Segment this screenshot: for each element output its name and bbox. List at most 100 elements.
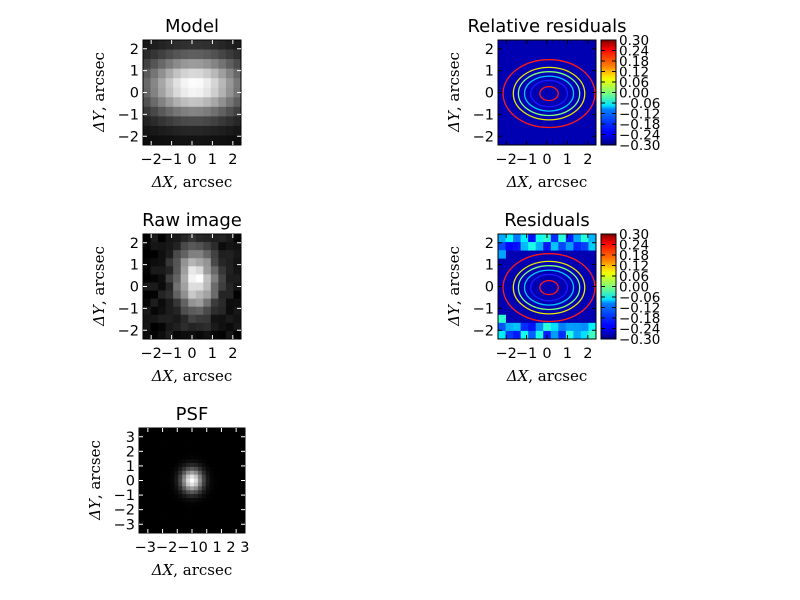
- pixel-cell: [170, 517, 175, 522]
- pixel-cell: [233, 428, 238, 433]
- raw-image: [143, 234, 242, 340]
- pixel-cell: [182, 482, 187, 487]
- pixel-cell: [173, 40, 182, 50]
- pixel-cell: [197, 431, 203, 437]
- pixel-cell: [241, 474, 246, 479]
- pixel-cell: [162, 529, 167, 534]
- residual-cell: [588, 330, 596, 339]
- pixel-cell: [178, 525, 183, 530]
- model-xlabel-symbol: ΔX: [151, 173, 175, 191]
- pixel-cell: [182, 517, 187, 522]
- pixel-cell: [229, 521, 234, 526]
- pixel-cell: [174, 470, 179, 476]
- pixel-cell: [201, 451, 207, 456]
- x-tick-label: −2: [140, 152, 161, 168]
- pixel-cell: [203, 314, 212, 324]
- pixel-cell: [186, 490, 191, 495]
- pixel-cell: [233, 330, 242, 340]
- pixel-cell: [217, 428, 222, 433]
- pixel-cell: [146, 486, 152, 491]
- pixel-cell: [237, 478, 242, 483]
- residual-cell: [505, 330, 514, 339]
- pixel-cell: [165, 298, 174, 308]
- pixel-cell: [229, 494, 234, 499]
- residual-cell: [565, 242, 574, 251]
- pixel-cell: [210, 116, 219, 127]
- psf-xlabel: ΔX, arcsec: [151, 561, 233, 579]
- pixel-cell: [158, 40, 167, 50]
- pixel-cell: [201, 435, 207, 441]
- pixel-cell: [193, 521, 199, 526]
- pixel-cell: [174, 435, 179, 441]
- pixel-cell: [180, 266, 189, 275]
- pixel-cell: [233, 250, 242, 259]
- residual-cell: [543, 322, 552, 332]
- pixel-cell: [225, 330, 234, 340]
- residuals-xlabel-symbol: ΔX: [506, 367, 530, 385]
- pixel-cell: [209, 525, 214, 530]
- pixel-cell: [217, 486, 222, 491]
- pixel-cell: [142, 431, 148, 437]
- pixel-cell: [182, 490, 187, 495]
- pixel-cell: [225, 529, 230, 534]
- pixel-cell: [154, 505, 160, 511]
- pixel-cell: [237, 474, 242, 479]
- pixel-cell: [139, 505, 144, 511]
- pixel-cell: [162, 517, 167, 522]
- pixel-cell: [186, 455, 191, 460]
- pixel-cell: [170, 486, 175, 491]
- pixel-cell: [180, 135, 189, 146]
- pixel-cell: [174, 521, 179, 526]
- pixel-cell: [210, 250, 219, 259]
- pixel-cell: [158, 529, 163, 534]
- pixel-cell: [241, 486, 246, 491]
- x-tick-label: −2: [495, 152, 516, 168]
- relative-residuals-xlabel-symbol: ΔX: [506, 173, 530, 191]
- pixel-cell: [217, 494, 222, 499]
- pixel-cell: [203, 282, 212, 291]
- pixel-cell: [150, 463, 156, 468]
- pixel-cell: [205, 455, 211, 460]
- pixel-cell: [158, 451, 163, 456]
- pixel-cell: [142, 459, 148, 464]
- pixel-cell: [158, 498, 163, 503]
- residual-cell: [498, 234, 506, 243]
- colorbar-tick-label: −0.30: [619, 332, 660, 348]
- pixel-cell: [213, 505, 218, 511]
- pixel-cell: [209, 478, 214, 483]
- pixel-cell: [180, 250, 189, 259]
- pixel-cell: [213, 482, 218, 487]
- pixel-cell: [229, 478, 234, 483]
- pixel-cell: [233, 322, 242, 332]
- pixel-cell: [158, 78, 167, 89]
- pixel-cell: [143, 330, 151, 340]
- residual-cell: [498, 330, 506, 339]
- pixel-cell: [142, 451, 148, 456]
- pixel-cell: [158, 106, 167, 117]
- pixel-cell: [186, 439, 191, 444]
- pixel-cell: [139, 428, 144, 433]
- pixel-cell: [217, 470, 222, 476]
- pixel-cell: [158, 274, 167, 283]
- pixel-cell: [195, 258, 204, 267]
- pixel-cell: [221, 466, 226, 472]
- pixel-cell: [221, 490, 226, 495]
- pixel-cell: [213, 521, 218, 526]
- contour-line: [530, 273, 569, 302]
- pixel-cell: [166, 470, 171, 476]
- pixel-cell: [142, 525, 148, 530]
- pixel-cell: [142, 466, 148, 472]
- pixel-cell: [158, 474, 163, 479]
- pixel-cell: [158, 322, 167, 332]
- pixel-cell: [150, 443, 156, 448]
- pixel-cell: [158, 455, 163, 460]
- y-tick-label: 1: [485, 64, 494, 80]
- pixel-cell: [178, 494, 183, 499]
- pixel-cell: [165, 116, 174, 127]
- pixel-cell: [174, 478, 179, 483]
- pixel-cell: [193, 478, 199, 483]
- relative-residuals-xlabel: ΔX, arcsec: [506, 173, 588, 191]
- y-tick-label: 2: [485, 42, 494, 58]
